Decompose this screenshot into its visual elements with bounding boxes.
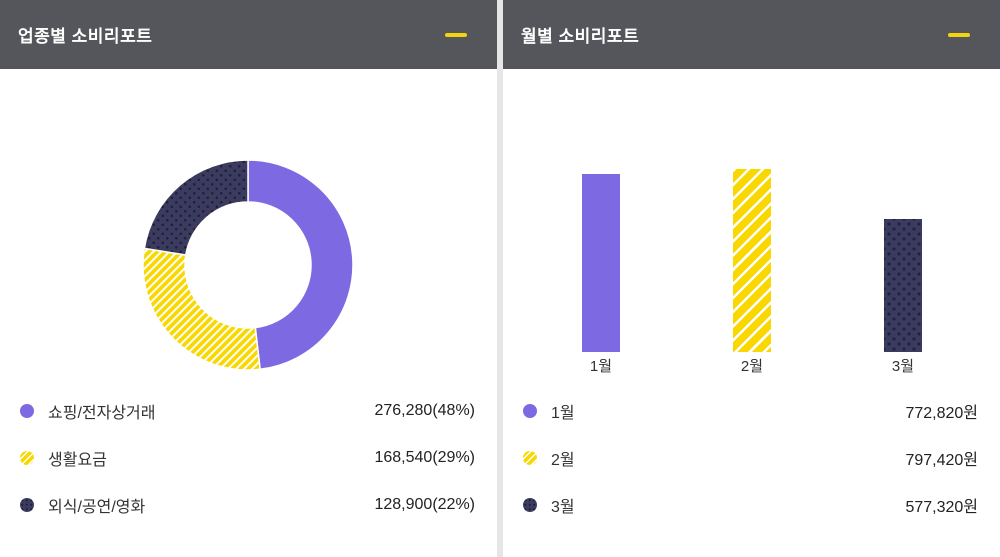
legend-label: 3월	[551, 498, 575, 516]
minimize-icon[interactable]	[445, 32, 467, 37]
bar-2월	[733, 169, 771, 352]
legend-label: 쇼핑/전자상거래	[48, 404, 156, 422]
legend-value: 797,420원	[905, 451, 978, 469]
bar-group-1월: 1월	[582, 174, 620, 378]
donut-segment-생활요금	[142, 247, 261, 371]
donut-chart-wrap	[138, 155, 358, 375]
legend-value: 772,820원	[905, 404, 978, 422]
bar-axis-label: 3월	[891, 358, 915, 375]
monthly-report-title: 월별 소비리포트	[521, 27, 640, 46]
bar-3월	[884, 219, 922, 352]
navy-dotted-swatch-icon	[523, 497, 537, 512]
legend-label: 생활요금	[48, 451, 107, 469]
legend-label: 1월	[551, 404, 575, 422]
legend-value: 276,280(48%)	[374, 401, 475, 419]
industry-report-body: 쇼핑/전자상거래 276,280(48%) 생활요금 168,540(29%) …	[0, 69, 497, 557]
industry-report-panel: 업종별 소비리포트	[0, 0, 497, 557]
legend-row-shopping: 쇼핑/전자상거래 276,280(48%)	[20, 387, 475, 434]
legend-value: 128,900(22%)	[374, 495, 475, 513]
bar-1월	[582, 174, 620, 352]
monthly-report-header: 월별 소비리포트	[503, 0, 1000, 69]
legend-value: 577,320원	[905, 498, 978, 516]
donut-segment-쇼핑/전자상거래	[247, 159, 354, 371]
bar-group-3월: 3월	[884, 219, 922, 378]
legend-row-mar: 3월 577,320원	[523, 481, 978, 528]
legend-row-jan: 1월 772,820원	[523, 387, 978, 434]
industry-legend: 쇼핑/전자상거래 276,280(48%) 생활요금 168,540(29%) …	[20, 387, 475, 528]
donut-segment-외식/공연/영화	[143, 159, 249, 256]
bar-group-2월: 2월	[733, 169, 771, 378]
minimize-icon[interactable]	[948, 32, 970, 37]
legend-row-utilities: 생활요금 168,540(29%)	[20, 434, 475, 481]
navy-dotted-swatch-icon	[20, 497, 34, 512]
bar-axis-label: 1월	[589, 358, 613, 375]
industry-report-title: 업종별 소비리포트	[18, 27, 153, 46]
legend-row-feb: 2월 797,420원	[523, 434, 978, 481]
yellow-striped-swatch-icon	[523, 450, 537, 465]
industry-report-header: 업종별 소비리포트	[0, 0, 497, 69]
legend-row-dining: 외식/공연/영화 128,900(22%)	[20, 481, 475, 528]
purple-swatch-icon	[523, 403, 537, 418]
bar-axis-label: 2월	[740, 358, 764, 375]
yellow-striped-swatch-icon	[20, 450, 34, 465]
monthly-report-panel: 월별 소비리포트 1월 2월 3월 1월 772,820원 2월 797,420원 …	[503, 0, 1000, 557]
donut-chart	[142, 159, 354, 371]
monthly-report-body: 1월 2월 3월 1월 772,820원 2월 797,420원 3월 577,32…	[503, 69, 1000, 557]
purple-swatch-icon	[20, 403, 34, 418]
legend-label: 외식/공연/영화	[48, 498, 146, 516]
legend-label: 2월	[551, 451, 575, 469]
monthly-legend: 1월 772,820원 2월 797,420원 3월 577,320원	[523, 387, 978, 528]
legend-value: 168,540(29%)	[374, 448, 475, 466]
bar-chart: 1월 2월 3월	[582, 168, 922, 378]
